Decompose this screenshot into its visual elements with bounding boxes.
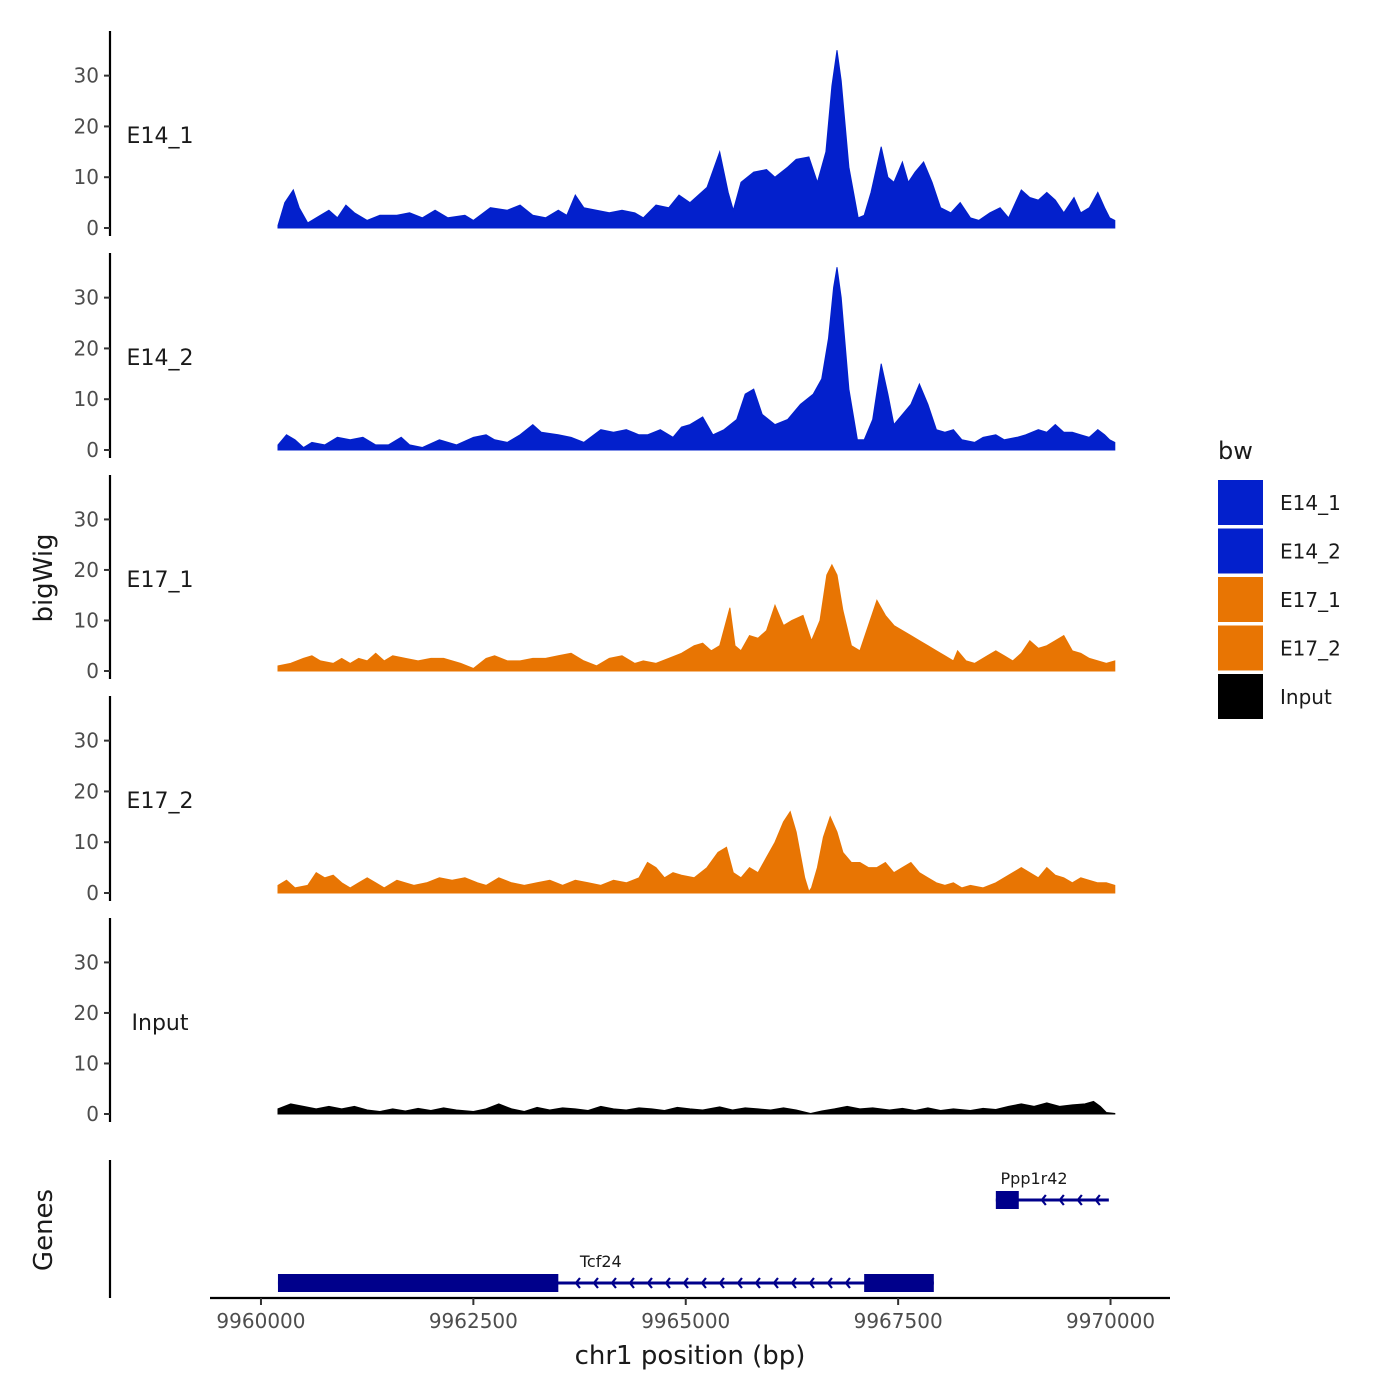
gene-track: Ppp1r42 Tcf24	[108, 1160, 1109, 1298]
strand-arrow	[1094, 1194, 1101, 1206]
strand-arrow	[826, 1277, 833, 1289]
strand-arrow	[754, 1277, 761, 1289]
y-tick-label: 10	[74, 608, 99, 632]
x-tick-label: 9965000	[641, 1309, 730, 1333]
y-tick-label: 20	[74, 779, 99, 803]
strand-arrow	[790, 1277, 797, 1289]
legend-title: bw	[1218, 437, 1253, 465]
y-tick-label: 20	[74, 336, 99, 360]
strand-arrow	[574, 1277, 581, 1289]
y-tick-label: 0	[86, 216, 99, 240]
genes-axis-label: Genes	[29, 1189, 59, 1271]
strand-arrow	[736, 1277, 743, 1289]
signal-tracks: 0 10 20 30 E14_1 0 10 20 30 E14_2 0 10 20 30 E17_1 0 10 2…	[74, 31, 1116, 1126]
y-tick-label: 10	[74, 165, 99, 189]
y-tick-label: 10	[74, 1051, 99, 1075]
track-Input: 0 10 20 30 Input	[74, 918, 1116, 1126]
y-tick-label: 20	[74, 114, 99, 138]
legend-label-E14_2: E14_2	[1280, 540, 1341, 564]
signal-area-E14_2	[277, 267, 1116, 451]
y-tick-label: 30	[74, 286, 99, 310]
legend: bw E14_1 E14_2 E17_1 E17_2 Input	[1218, 437, 1341, 719]
gene-label: Ppp1r42	[1001, 1169, 1068, 1188]
y-tick-label: 0	[86, 659, 99, 683]
track-label: E17_2	[127, 789, 194, 814]
y-tick-label: 0	[86, 438, 99, 462]
strand-arrow	[808, 1277, 815, 1289]
gene-exon	[995, 1191, 1019, 1209]
y-tick-label: 10	[74, 387, 99, 411]
legend-swatch-E14_2	[1218, 528, 1263, 574]
strand-arrow	[664, 1277, 671, 1289]
x-tick-label: 9960000	[216, 1309, 305, 1333]
strand-arrow	[1076, 1194, 1083, 1206]
gene-label: Tcf24	[579, 1252, 622, 1271]
legend-swatch-Input	[1218, 674, 1263, 719]
y-tick-label: 30	[74, 64, 99, 88]
y-tick-label: 10	[74, 830, 99, 854]
strand-arrow	[700, 1277, 707, 1289]
y-tick-label: 30	[74, 507, 99, 531]
x-tick-label: 9970000	[1066, 1309, 1155, 1333]
track-E14_1: 0 10 20 30 E14_1	[74, 31, 1116, 240]
strand-arrow	[772, 1277, 779, 1289]
y-tick-label: 0	[86, 881, 99, 905]
x-tick-label: 9967500	[854, 1309, 943, 1333]
y-tick-label: 20	[74, 1001, 99, 1025]
track-label: E14_2	[127, 346, 194, 371]
strand-arrow	[1058, 1194, 1065, 1206]
y-tick-label: 20	[74, 558, 99, 582]
strand-arrow	[1040, 1194, 1047, 1206]
legend-swatch-E14_1	[1218, 480, 1263, 525]
gene-Tcf24: Tcf24	[277, 1252, 934, 1292]
y-tick-label: 0	[86, 1102, 99, 1126]
y-tick-label: 30	[74, 729, 99, 753]
gene-exon	[864, 1274, 934, 1292]
strand-arrow	[610, 1277, 617, 1289]
signal-area-Input	[277, 1100, 1116, 1115]
strand-arrow	[646, 1277, 653, 1289]
signal-area-E14_1	[277, 50, 1116, 229]
track-label: E17_1	[127, 568, 194, 593]
strand-arrow	[844, 1277, 851, 1289]
x-axis: 9960000 9962500 9965000 9967500 9970000	[210, 1296, 1170, 1333]
signal-area-E17_1	[277, 563, 1116, 672]
y-tick-label: 30	[74, 950, 99, 974]
gene-Ppp1r42: Ppp1r42	[995, 1169, 1109, 1209]
legend-swatch-E17_2	[1218, 625, 1263, 671]
strand-arrow	[628, 1277, 635, 1289]
y-axis-label: bigWig	[29, 533, 59, 622]
signal-area-E17_2	[277, 810, 1116, 894]
track-label: Input	[132, 1011, 189, 1036]
strand-arrow	[718, 1277, 725, 1289]
legend-label-Input: Input	[1280, 685, 1332, 709]
legend-swatch-E17_1	[1218, 577, 1263, 622]
legend-label-E14_1: E14_1	[1280, 491, 1341, 515]
track-E17_2: 0 10 20 30 E17_2	[74, 696, 1116, 905]
strand-arrow	[682, 1277, 689, 1289]
legend-label-E17_2: E17_2	[1280, 637, 1341, 661]
strand-arrow	[592, 1277, 599, 1289]
x-tick-label: 9962500	[429, 1309, 518, 1333]
gene-exon	[277, 1274, 559, 1292]
track-E17_1: 0 10 20 30 E17_1	[74, 475, 1116, 683]
track-E14_2: 0 10 20 30 E14_2	[74, 253, 1116, 462]
track-label: E14_1	[127, 124, 194, 149]
x-axis-label: chr1 position (bp)	[575, 1341, 806, 1371]
legend-label-E17_1: E17_1	[1280, 588, 1341, 612]
